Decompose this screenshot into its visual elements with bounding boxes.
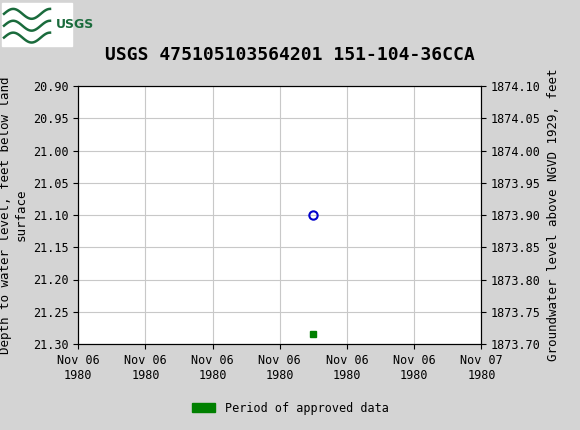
Legend: Period of approved data: Period of approved data bbox=[187, 397, 393, 420]
Text: USGS: USGS bbox=[56, 18, 94, 31]
Bar bbox=[2, 3, 72, 46]
Y-axis label: Depth to water level, feet below land
surface: Depth to water level, feet below land su… bbox=[0, 76, 27, 354]
Y-axis label: Groundwater level above NGVD 1929, feet: Groundwater level above NGVD 1929, feet bbox=[546, 69, 560, 361]
Text: USGS 475105103564201 151-104-36CCA: USGS 475105103564201 151-104-36CCA bbox=[105, 46, 475, 64]
